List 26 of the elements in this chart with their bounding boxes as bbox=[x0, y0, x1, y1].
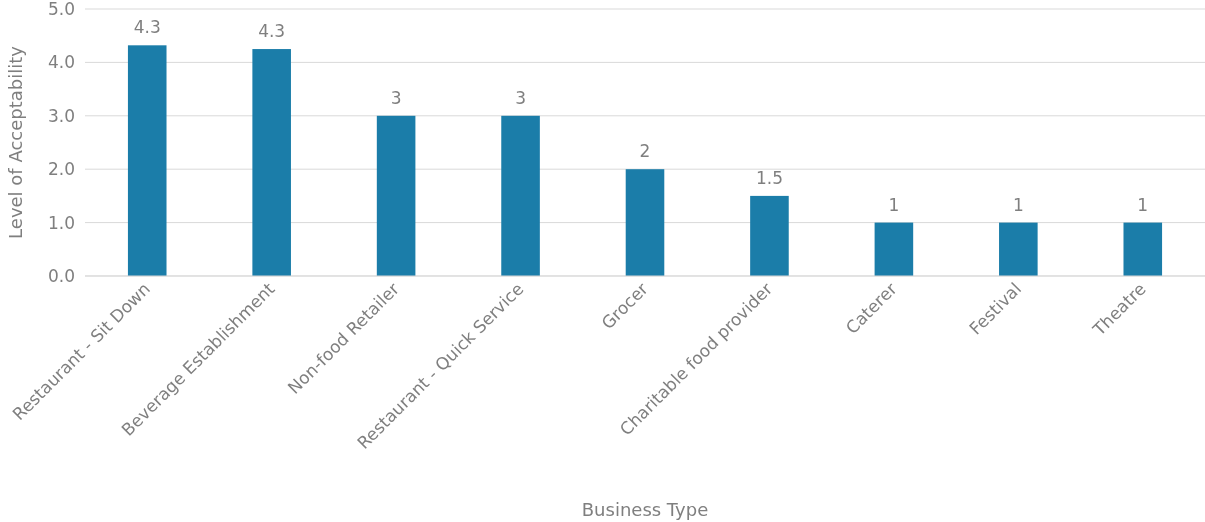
y-tick-label: 1.0 bbox=[47, 212, 75, 233]
data-label: 3 bbox=[390, 87, 402, 108]
bar bbox=[750, 195, 789, 276]
bar bbox=[1123, 222, 1163, 276]
data-label: 1 bbox=[1137, 194, 1149, 215]
y-axis-title: Level of Acceptability bbox=[5, 45, 26, 239]
bar bbox=[501, 115, 540, 276]
data-label: 1 bbox=[888, 194, 900, 215]
bar bbox=[252, 49, 291, 276]
y-tick-label: 3.0 bbox=[47, 105, 75, 126]
x-axis-title: Business Type bbox=[581, 499, 709, 520]
data-label: 1 bbox=[1012, 194, 1024, 215]
y-tick-label: 0.0 bbox=[47, 265, 75, 286]
y-tick-label: 5.0 bbox=[47, 0, 75, 19]
data-label: 2 bbox=[639, 141, 651, 162]
data-label: 4.3 bbox=[258, 21, 286, 42]
bar bbox=[127, 45, 167, 276]
y-tick-label: 4.0 bbox=[47, 52, 75, 73]
data-label: 4.3 bbox=[133, 17, 161, 38]
bar bbox=[625, 169, 665, 276]
bar bbox=[874, 222, 914, 276]
data-label: 3 bbox=[515, 87, 526, 108]
data-label: 1.5 bbox=[755, 167, 783, 188]
y-tick-label: 2.0 bbox=[47, 159, 75, 180]
bar bbox=[376, 115, 416, 276]
bar bbox=[999, 222, 1038, 276]
